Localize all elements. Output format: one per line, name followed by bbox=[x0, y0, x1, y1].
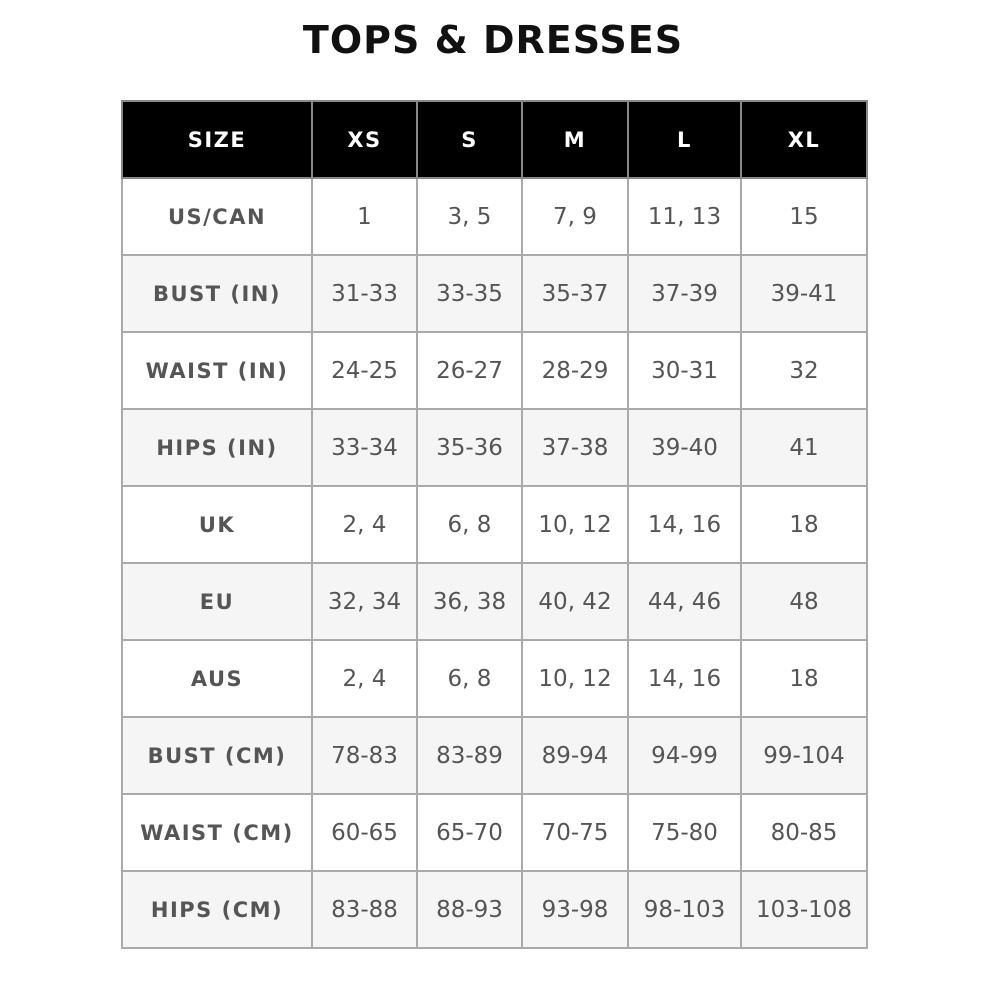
cell: 7, 9 bbox=[521, 177, 629, 256]
header-row: SIZE XS S M L XL bbox=[121, 100, 868, 179]
table-row: WAIST (CM) 60-65 65-70 70-75 75-80 80-85 bbox=[121, 793, 868, 872]
cell: 24-25 bbox=[311, 331, 418, 410]
row-label: BUST (IN) bbox=[121, 254, 313, 333]
cell: 18 bbox=[740, 639, 868, 718]
cell: 36, 38 bbox=[416, 562, 523, 641]
table-row: BUST (CM) 78-83 83-89 89-94 94-99 99-104 bbox=[121, 716, 868, 795]
row-label: WAIST (IN) bbox=[121, 331, 313, 410]
cell: 89-94 bbox=[521, 716, 629, 795]
cell: 32, 34 bbox=[311, 562, 418, 641]
cell: 26-27 bbox=[416, 331, 523, 410]
cell: 33-35 bbox=[416, 254, 523, 333]
cell: 39-40 bbox=[627, 408, 742, 487]
column-header: S bbox=[416, 100, 523, 179]
cell: 70-75 bbox=[521, 793, 629, 872]
cell: 10, 12 bbox=[521, 639, 629, 718]
row-label: US/CAN bbox=[121, 177, 313, 256]
cell: 14, 16 bbox=[627, 485, 742, 564]
cell: 35-36 bbox=[416, 408, 523, 487]
cell: 32 bbox=[740, 331, 868, 410]
cell: 2, 4 bbox=[311, 639, 418, 718]
cell: 35-37 bbox=[521, 254, 629, 333]
cell: 6, 8 bbox=[416, 639, 523, 718]
row-label: UK bbox=[121, 485, 313, 564]
cell: 39-41 bbox=[740, 254, 868, 333]
column-header: SIZE bbox=[121, 100, 313, 179]
row-label: EU bbox=[121, 562, 313, 641]
cell: 2, 4 bbox=[311, 485, 418, 564]
title: TOPS & DRESSES bbox=[302, 18, 684, 62]
cell: 80-85 bbox=[740, 793, 868, 872]
cell: 78-83 bbox=[311, 716, 418, 795]
table-row: BUST (IN) 31-33 33-35 35-37 37-39 39-41 bbox=[121, 254, 868, 333]
column-header: XS bbox=[311, 100, 418, 179]
cell: 31-33 bbox=[311, 254, 418, 333]
row-label: AUS bbox=[121, 639, 313, 718]
cell: 30-31 bbox=[627, 331, 742, 410]
cell: 41 bbox=[740, 408, 868, 487]
cell: 10, 12 bbox=[521, 485, 629, 564]
cell: 37-38 bbox=[521, 408, 629, 487]
table-row: WAIST (IN) 24-25 26-27 28-29 30-31 32 bbox=[121, 331, 868, 410]
cell: 3, 5 bbox=[416, 177, 523, 256]
cell: 103-108 bbox=[740, 870, 868, 949]
cell: 28-29 bbox=[521, 331, 629, 410]
cell: 44, 46 bbox=[627, 562, 742, 641]
table-row: HIPS (IN) 33-34 35-36 37-38 39-40 41 bbox=[121, 408, 868, 487]
cell: 6, 8 bbox=[416, 485, 523, 564]
cell: 60-65 bbox=[311, 793, 418, 872]
column-header: M bbox=[521, 100, 629, 179]
table-row: HIPS (CM) 83-88 88-93 93-98 98-103 103-108 bbox=[121, 870, 868, 949]
cell: 83-88 bbox=[311, 870, 418, 949]
cell: 48 bbox=[740, 562, 868, 641]
cell: 18 bbox=[740, 485, 868, 564]
cell: 33-34 bbox=[311, 408, 418, 487]
cell: 11, 13 bbox=[627, 177, 742, 256]
cell: 37-39 bbox=[627, 254, 742, 333]
column-header: XL bbox=[740, 100, 868, 179]
cell: 65-70 bbox=[416, 793, 523, 872]
cell: 40, 42 bbox=[521, 562, 629, 641]
cell: 98-103 bbox=[627, 870, 742, 949]
table-row: UK 2, 4 6, 8 10, 12 14, 16 18 bbox=[121, 485, 868, 564]
size-table: SIZE XS S M L XL US/CAN 1 3, 5 7, 9 11, 13 15 BUST … bbox=[121, 100, 868, 949]
row-label: WAIST (CM) bbox=[121, 793, 313, 872]
cell: 83-89 bbox=[416, 716, 523, 795]
cell: 99-104 bbox=[740, 716, 868, 795]
row-label: HIPS (IN) bbox=[121, 408, 313, 487]
row-label: BUST (CM) bbox=[121, 716, 313, 795]
table-row: AUS 2, 4 6, 8 10, 12 14, 16 18 bbox=[121, 639, 868, 718]
cell: 75-80 bbox=[627, 793, 742, 872]
cell: 88-93 bbox=[416, 870, 523, 949]
cell: 1 bbox=[311, 177, 418, 256]
cell: 15 bbox=[740, 177, 868, 256]
cell: 14, 16 bbox=[627, 639, 742, 718]
table-row: US/CAN 1 3, 5 7, 9 11, 13 15 bbox=[121, 177, 868, 256]
cell: 94-99 bbox=[627, 716, 742, 795]
row-label: HIPS (CM) bbox=[121, 870, 313, 949]
table-row: EU 32, 34 36, 38 40, 42 44, 46 48 bbox=[121, 562, 868, 641]
column-header: L bbox=[627, 100, 742, 179]
cell: 93-98 bbox=[521, 870, 629, 949]
